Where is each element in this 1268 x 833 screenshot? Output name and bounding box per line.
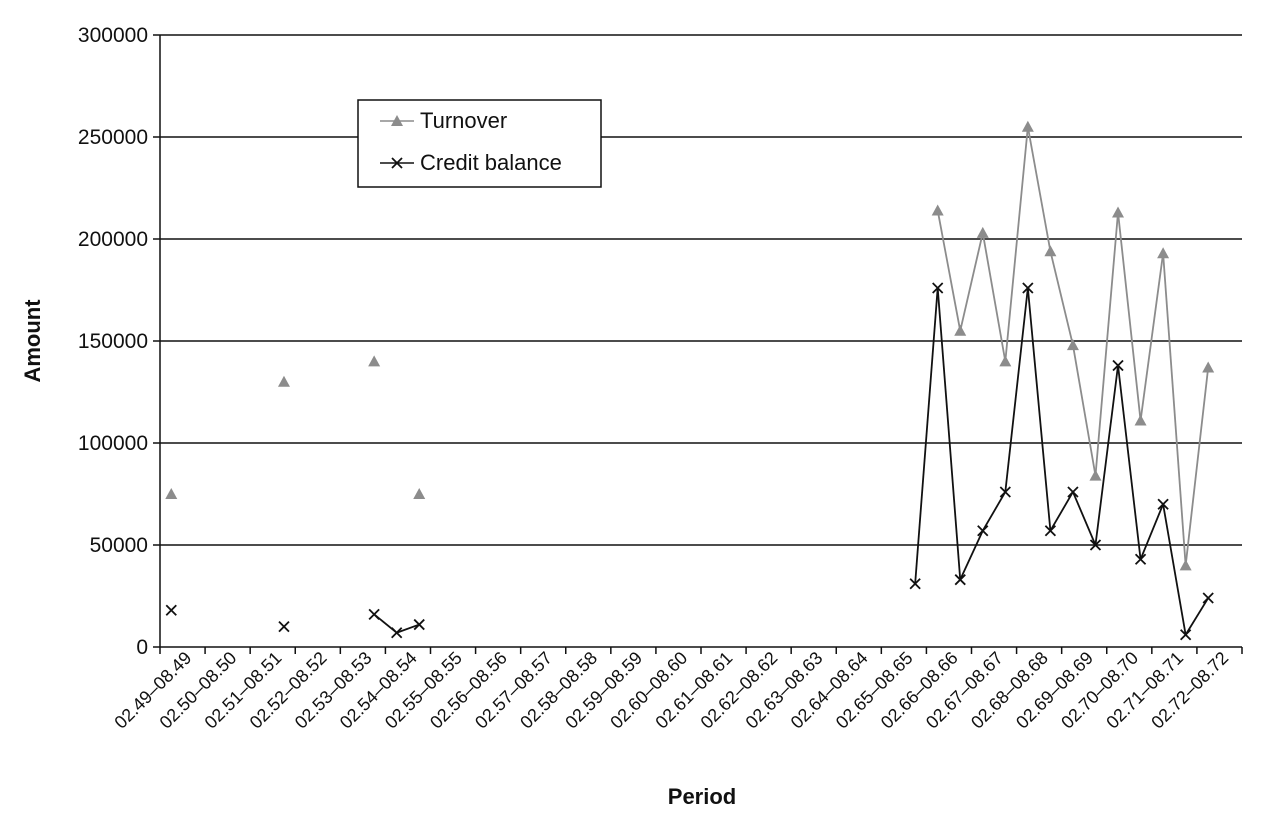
- data-point-x: [1202, 592, 1214, 604]
- series-line-segment: [1004, 126, 1029, 362]
- data-point-triangle: [165, 488, 178, 499]
- series-line-segment: [1117, 212, 1142, 421]
- data-point-x: [999, 486, 1011, 498]
- series-line-segment: [981, 232, 1007, 362]
- series-line-segment: [1117, 365, 1142, 560]
- data-point-triangle: [1157, 247, 1170, 259]
- series-line-segment: [959, 530, 984, 581]
- data-point-x: [1112, 359, 1124, 372]
- data-point-triangle: [1089, 469, 1102, 481]
- data-point-triangle: [1179, 559, 1192, 571]
- series-turnover: [165, 120, 1215, 571]
- y-tick-labels: 0 50000 100000 150000 200000 250000 300000: [78, 24, 148, 659]
- y-tick-label: 150000: [78, 330, 148, 353]
- data-point-triangle: [1134, 414, 1147, 426]
- series-line-segment: [1162, 253, 1187, 566]
- legend-box: [357, 99, 602, 188]
- y-tick-label: 250000: [78, 126, 148, 149]
- x-axis-title: Period: [668, 784, 736, 809]
- data-point-x: [1157, 498, 1169, 510]
- data-point-triangle: [368, 355, 381, 367]
- data-point-x: [1022, 282, 1034, 294]
- series-line-segment: [1072, 491, 1097, 546]
- series-line-segment: [1049, 251, 1074, 346]
- legend-turnover-label: Turnover: [420, 108, 507, 133]
- y-tick-label: 300000: [78, 24, 148, 47]
- axes: [159, 34, 1242, 648]
- data-point-x: [165, 604, 177, 616]
- data-point-x: [1180, 629, 1192, 641]
- legend-credit-x-icon: [391, 157, 403, 169]
- y-tick-label: 50000: [90, 534, 148, 557]
- series-line-segment: [1139, 253, 1164, 421]
- data-point-x: [909, 578, 921, 590]
- data-point-x: [368, 608, 380, 620]
- data-point-triangle: [954, 324, 967, 336]
- y-tick-label: 100000: [78, 432, 148, 455]
- data-point-x: [391, 627, 403, 639]
- y-axis-title: Amount: [20, 299, 45, 383]
- data-point-x: [977, 525, 989, 537]
- data-point-triangle: [277, 375, 290, 387]
- series-line-segment: [1049, 491, 1074, 532]
- series-line-segment: [1162, 504, 1187, 635]
- series-line-segment: [936, 287, 962, 580]
- data-point-triangle: [931, 204, 944, 216]
- series-line-segment: [936, 210, 962, 331]
- data-point-x: [1044, 525, 1057, 537]
- x-tick-labels: 02.49–08.4902.50–08.5002.51–08.5102.52–0…: [110, 648, 1232, 733]
- series-line-segment: [959, 232, 984, 332]
- data-point-x: [1089, 539, 1102, 551]
- data-point-triangle: [1021, 120, 1034, 132]
- series-line-segment: [1094, 365, 1119, 546]
- y-tick-label: 200000: [78, 228, 148, 251]
- series-credit-balance: [165, 282, 1214, 641]
- series: [165, 120, 1215, 641]
- y-tick-label: 0: [136, 636, 148, 659]
- series-line-segment: [1026, 126, 1052, 252]
- data-point-triangle: [1044, 245, 1057, 257]
- data-point-x: [413, 618, 425, 631]
- data-point-triangle: [1066, 339, 1079, 351]
- data-point-triangle: [999, 355, 1012, 367]
- data-point-x: [932, 282, 944, 294]
- series-line-segment: [1139, 503, 1164, 560]
- data-point-x: [278, 620, 290, 633]
- data-point-triangle: [976, 226, 989, 238]
- series-line-segment: [1026, 287, 1052, 531]
- series-line-segment: [1184, 597, 1209, 636]
- series-line-segment: [1094, 212, 1119, 476]
- legend-turnover-triangle-icon: [391, 115, 403, 126]
- legend-credit-label: Credit balance: [420, 150, 562, 175]
- legend: Turnover Credit balance: [357, 99, 602, 188]
- data-point-x: [954, 574, 966, 586]
- series-line-segment: [396, 623, 420, 634]
- data-point-triangle: [413, 488, 426, 499]
- data-point-triangle: [1112, 206, 1125, 218]
- series-line-segment: [1072, 344, 1097, 476]
- series-line-segment: [981, 491, 1007, 532]
- series-line-segment: [914, 287, 939, 584]
- data-point-x: [1134, 553, 1147, 565]
- data-point-x: [1067, 486, 1079, 498]
- series-line-segment: [1184, 367, 1210, 566]
- series-line-segment: [1004, 287, 1029, 493]
- grid-lines: [153, 34, 1243, 654]
- data-point-triangle: [1202, 361, 1215, 373]
